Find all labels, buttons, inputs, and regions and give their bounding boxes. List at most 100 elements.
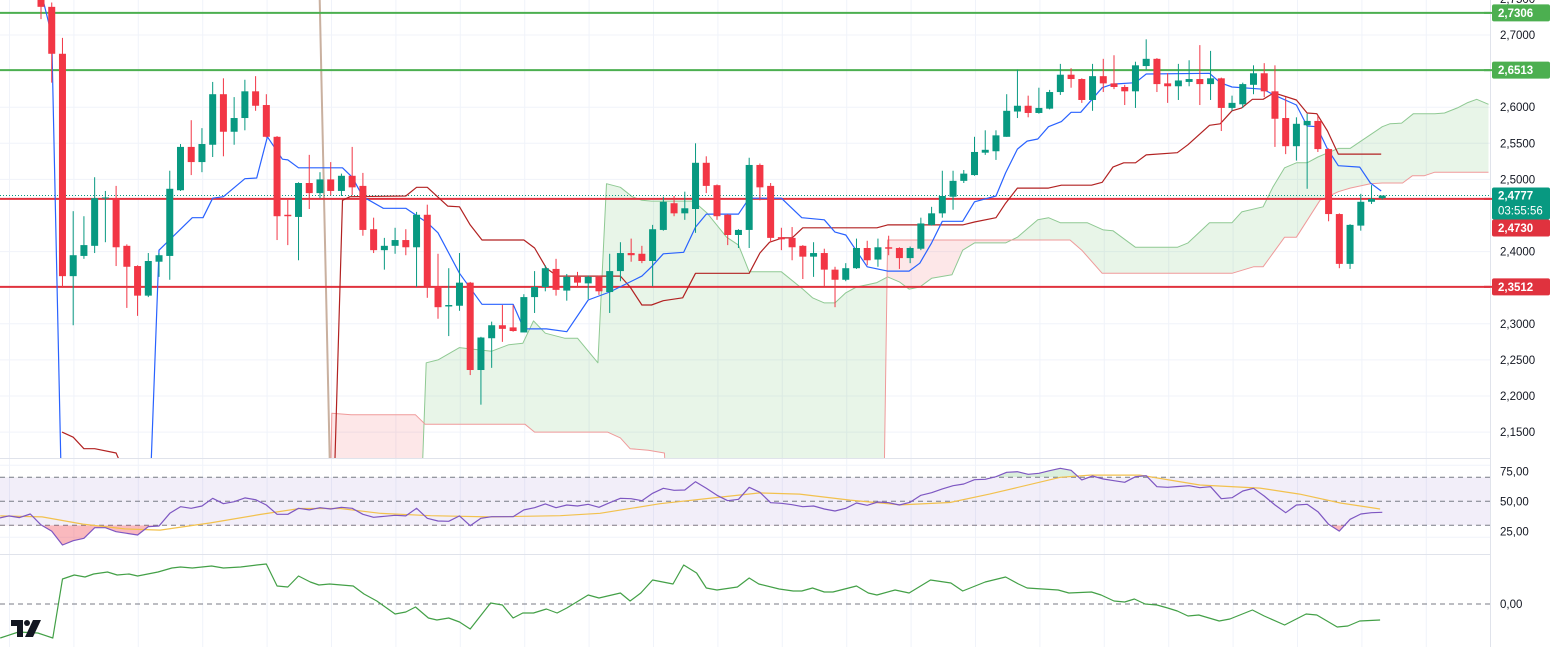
oscillator-pane[interactable]	[0, 563, 1490, 639]
candle-bullish[interactable]	[928, 206, 936, 226]
candle-bullish[interactable]	[1249, 65, 1257, 95]
candle-bullish[interactable]	[241, 79, 249, 131]
candle-bullish[interactable]	[949, 170, 957, 210]
candle-bearish[interactable]	[434, 253, 442, 319]
candle-bearish[interactable]	[48, 2, 56, 83]
candle-bullish[interactable]	[455, 253, 463, 311]
candle-bullish[interactable]	[1046, 89, 1054, 110]
candle-bullish[interactable]	[692, 143, 700, 233]
candle-bullish[interactable]	[971, 136, 979, 176]
candle-bearish[interactable]	[724, 214, 732, 246]
price-axis[interactable]: 2,7500 2,7000 2,6000 2,5500 2,5000 2,4000 2,30…	[1484, 0, 1552, 647]
candle-bullish[interactable]	[1292, 117, 1300, 161]
candle-bearish[interactable]	[37, 0, 45, 20]
candle-bullish[interactable]	[155, 253, 163, 277]
candle-bearish[interactable]	[112, 185, 120, 267]
candle-bearish[interactable]	[885, 235, 893, 256]
candle-bullish[interactable]	[563, 273, 571, 301]
candle-bullish[interactable]	[198, 128, 206, 173]
candle-bearish[interactable]	[670, 196, 678, 217]
candle-bullish[interactable]	[606, 253, 614, 313]
candle-bullish[interactable]	[445, 268, 453, 337]
candle-bullish[interactable]	[810, 242, 818, 277]
candle-bullish[interactable]	[1239, 82, 1247, 108]
candle-bullish[interactable]	[295, 182, 303, 261]
candle-bearish[interactable]	[1099, 58, 1107, 93]
candle-bearish[interactable]	[509, 305, 517, 332]
candle-bearish[interactable]	[273, 136, 281, 241]
candle-bullish[interactable]	[906, 246, 914, 264]
candle-bullish[interactable]	[616, 242, 624, 282]
rsi-pane[interactable]	[0, 467, 1490, 546]
tradingview-logo-icon[interactable]	[11, 620, 41, 637]
candle-bearish[interactable]	[348, 146, 356, 196]
candle-bearish[interactable]	[219, 78, 227, 157]
candle-bullish[interactable]	[144, 253, 152, 298]
candle-bullish[interactable]	[960, 170, 968, 184]
candle-bearish[interactable]	[284, 198, 292, 246]
candle-bullish[interactable]	[477, 336, 485, 405]
candle-bullish[interactable]	[520, 294, 528, 333]
current-price-badge[interactable]: 2,4777 03:55:56	[1492, 187, 1550, 220]
candle-bearish[interactable]	[788, 227, 796, 261]
candle-bearish[interactable]	[123, 244, 131, 308]
candle-bullish[interactable]	[1003, 94, 1011, 137]
candle-bullish[interactable]	[1346, 224, 1354, 269]
candle-bearish[interactable]	[777, 227, 785, 251]
candle-bullish[interactable]	[413, 211, 421, 287]
candle-bearish[interactable]	[702, 156, 710, 194]
candle-bearish[interactable]	[895, 247, 903, 269]
candle-bearish[interactable]	[1271, 65, 1279, 147]
candle-bullish[interactable]	[938, 170, 946, 218]
candle-bullish[interactable]	[842, 263, 850, 282]
candle-bearish[interactable]	[58, 37, 66, 288]
candle-bearish[interactable]	[1024, 95, 1032, 118]
candle-bearish[interactable]	[1217, 77, 1225, 132]
candle-bearish[interactable]	[799, 245, 807, 280]
candle-bearish[interactable]	[252, 76, 260, 111]
candle-bearish[interactable]	[1260, 63, 1268, 98]
candle-bullish[interactable]	[1207, 50, 1215, 100]
candle-bullish[interactable]	[166, 170, 174, 280]
candle-bearish[interactable]	[713, 184, 721, 220]
candle-bearish[interactable]	[423, 204, 431, 298]
candle-bearish[interactable]	[574, 271, 581, 287]
price-level-badge[interactable]: 2,7306	[1484, 4, 1550, 22]
candle-bullish[interactable]	[69, 211, 77, 326]
candle-bullish[interactable]	[1174, 63, 1182, 100]
candle-bullish[interactable]	[1089, 63, 1097, 111]
candle-bearish[interactable]	[327, 162, 335, 196]
candle-bullish[interactable]	[745, 157, 753, 248]
candle-bearish[interactable]	[638, 245, 646, 264]
candle-bearish[interactable]	[1121, 84, 1129, 106]
candle-bullish[interactable]	[1357, 193, 1365, 231]
candle-bearish[interactable]	[820, 248, 828, 287]
candle-bearish[interactable]	[359, 172, 367, 236]
candle-bullish[interactable]	[681, 191, 689, 220]
candle-bullish[interactable]	[209, 81, 217, 158]
candle-bearish[interactable]	[262, 94, 270, 138]
candle-bearish[interactable]	[305, 154, 313, 210]
candle-bullish[interactable]	[80, 216, 88, 259]
candle-bearish[interactable]	[1110, 55, 1118, 90]
candle-bearish[interactable]	[627, 238, 635, 262]
candle-bullish[interactable]	[649, 224, 657, 287]
candle-bearish[interactable]	[1153, 58, 1161, 93]
candle-bullish[interactable]	[380, 237, 388, 270]
price-level-badge[interactable]: 2,6513	[1484, 61, 1550, 79]
candle-bullish[interactable]	[337, 173, 345, 197]
candle-bullish[interactable]	[1013, 69, 1021, 119]
candle-bearish[interactable]	[1282, 97, 1290, 155]
candle-bullish[interactable]	[992, 130, 1000, 160]
candle-bullish[interactable]	[91, 177, 99, 254]
candle-bullish[interactable]	[488, 321, 496, 368]
price-level-badge[interactable]: 2,4730	[1484, 197, 1550, 237]
candle-bearish[interactable]	[767, 183, 775, 243]
candle-bearish[interactable]	[1314, 115, 1322, 152]
candle-bullish[interactable]	[316, 172, 324, 199]
candle-bullish[interactable]	[917, 217, 925, 251]
candle-bullish[interactable]	[1378, 195, 1386, 200]
candle-bearish[interactable]	[1164, 73, 1172, 103]
candle-bearish[interactable]	[498, 305, 506, 342]
candle-bullish[interactable]	[659, 196, 667, 231]
